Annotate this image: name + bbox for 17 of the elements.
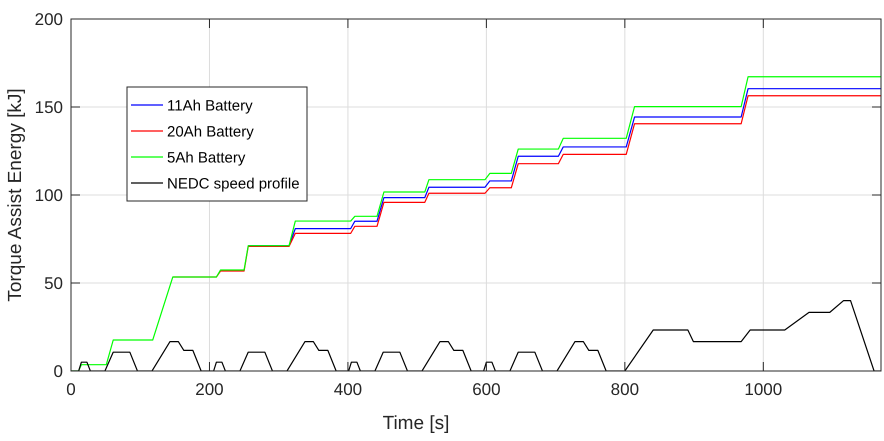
x-tick-label: 1000 bbox=[744, 380, 782, 399]
x-tick-label: 0 bbox=[66, 380, 76, 399]
x-axis-title: Time [s] bbox=[382, 413, 450, 434]
y-axis-title: Torque Assist Energy [kJ] bbox=[5, 88, 26, 302]
x-tick-label: 400 bbox=[334, 380, 362, 399]
x-tick-label: 200 bbox=[195, 380, 224, 399]
y-tick-label: 100 bbox=[34, 186, 63, 205]
legend-label: 20Ah Battery bbox=[167, 123, 254, 140]
y-tick-label: 150 bbox=[34, 98, 63, 117]
legend-label: 11Ah Battery bbox=[167, 97, 254, 114]
y-tick-label: 0 bbox=[54, 362, 63, 381]
legend-label: 5Ah Battery bbox=[167, 149, 246, 166]
legend-label: NEDC speed profile bbox=[167, 175, 300, 192]
y-tick-label: 200 bbox=[34, 10, 63, 29]
x-tick-label: 600 bbox=[472, 380, 501, 399]
x-tick-label: 800 bbox=[610, 380, 640, 399]
y-tick-label: 50 bbox=[44, 274, 63, 293]
